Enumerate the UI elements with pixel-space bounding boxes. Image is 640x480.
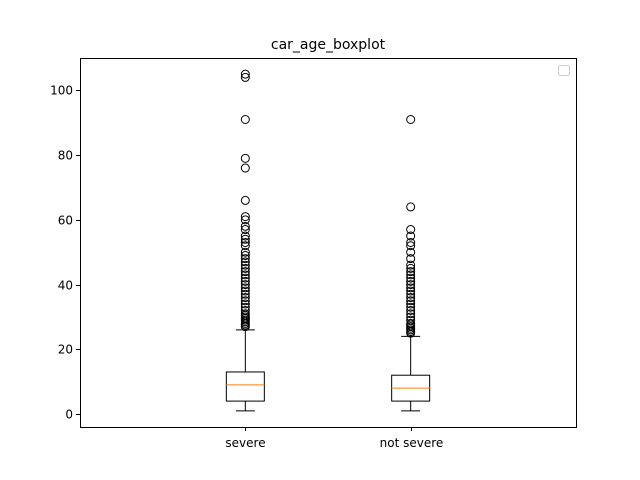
- box-group-severe: [225, 69, 265, 412]
- x-tick-label: severe: [225, 436, 265, 450]
- outlier-point: [240, 273, 250, 283]
- outlier-point: [406, 267, 416, 277]
- outlier-point: [406, 305, 416, 315]
- outlier-point: [406, 318, 416, 328]
- outlier-point: [406, 225, 416, 235]
- outlier-point: [406, 296, 416, 306]
- outlier-point: [240, 280, 250, 290]
- outlier-point: [240, 293, 250, 303]
- outlier-point: [406, 270, 416, 280]
- outlier-point: [240, 69, 250, 79]
- outlier-point: [406, 309, 416, 319]
- outlier-point: [240, 289, 250, 299]
- outlier-point: [406, 263, 416, 273]
- outlier-point: [406, 299, 416, 309]
- y-tick-label: 0: [65, 408, 73, 422]
- axes: 0 20 40 60 80 100 severe not severe: [50, 84, 443, 451]
- plot-area: [225, 69, 431, 412]
- outlier-point: [406, 241, 416, 251]
- legend-box: [558, 65, 570, 76]
- outlier-point: [240, 241, 250, 251]
- outlier-point: [406, 283, 416, 293]
- iqr-box: [225, 371, 265, 402]
- outlier-point: [240, 283, 250, 293]
- outlier-point: [240, 247, 250, 257]
- outlier-point: [240, 267, 250, 277]
- y-tick-label: 40: [58, 279, 73, 293]
- outlier-point: [406, 260, 416, 270]
- outlier-point: [406, 289, 416, 299]
- outlier-point: [240, 225, 250, 235]
- outlier-point: [240, 234, 250, 244]
- outlier-point: [240, 257, 250, 267]
- outlier-point: [406, 293, 416, 303]
- outlier-point: [406, 315, 416, 325]
- outlier-point: [240, 238, 250, 247]
- outlier-point: [240, 212, 250, 222]
- outlier-point: [240, 263, 250, 273]
- outlier-point: [240, 254, 250, 264]
- outlier-point: [406, 276, 416, 286]
- chart-title: car_age_boxplot: [271, 37, 386, 53]
- outlier-point: [406, 286, 416, 296]
- y-tick-label: 60: [58, 214, 73, 228]
- x-tick-label: not severe: [380, 436, 444, 450]
- outlier-point: [240, 296, 250, 306]
- outlier-point: [406, 302, 416, 312]
- outlier-point: [406, 115, 416, 124]
- outlier-point: [240, 305, 250, 315]
- outlier-point: [240, 299, 250, 309]
- y-tick-label: 20: [58, 343, 73, 357]
- outlier-point: [240, 270, 250, 280]
- outlier-point: [240, 221, 250, 231]
- y-tick-label: 80: [58, 149, 73, 163]
- y-tick-label: 100: [50, 84, 73, 98]
- outlier-point: [406, 280, 416, 290]
- outlier-point: [240, 250, 250, 260]
- outlier-point: [240, 276, 250, 286]
- outlier-point: [240, 163, 250, 173]
- outlier-point: [240, 153, 250, 163]
- outlier-point: [240, 231, 250, 241]
- outlier-point: [406, 254, 416, 264]
- outlier-point: [406, 231, 416, 241]
- outlier-point: [240, 309, 250, 319]
- outlier-point: [406, 202, 416, 212]
- outlier-point: [240, 72, 250, 82]
- box-group-not-severe: [391, 115, 431, 412]
- outlier-point: [240, 195, 250, 205]
- outlier-point: [406, 312, 416, 322]
- outlier-point: [240, 260, 250, 270]
- outlier-point: [240, 215, 250, 225]
- outlier-point: [406, 273, 416, 283]
- outlier-point: [406, 238, 416, 247]
- outlier-point: [406, 247, 416, 257]
- outlier-point: [240, 286, 250, 296]
- outlier-point: [240, 115, 250, 124]
- plot-frame: [80, 58, 577, 428]
- outlier-point: [240, 302, 250, 312]
